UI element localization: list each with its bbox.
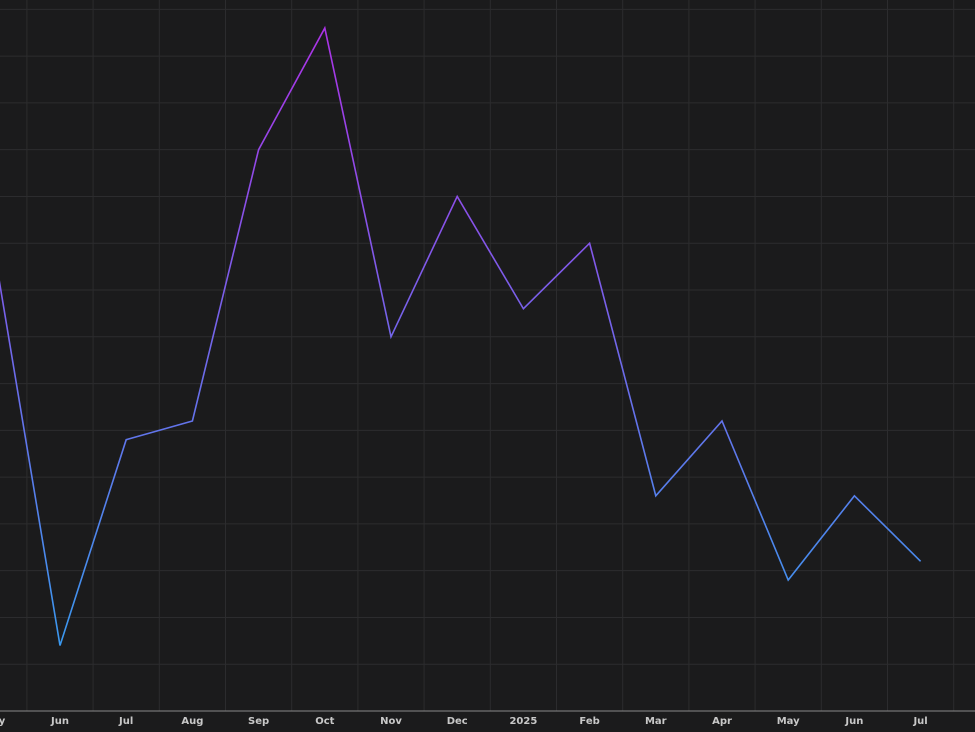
x-tick-label: Dec	[447, 716, 468, 727]
x-tick-label: Mar	[645, 716, 667, 727]
x-tick-label: 2025	[509, 716, 537, 727]
x-tick-label: May	[0, 716, 6, 727]
line	[0, 25, 922, 646]
x-tick-label: May	[777, 716, 800, 727]
x-tick-label: Jul	[118, 716, 133, 727]
x-tick-label: Jun	[50, 716, 69, 727]
x-tick-label: Apr	[712, 716, 732, 727]
x-tick-label: Sep	[248, 716, 269, 727]
x-tick-label: Jun	[844, 716, 863, 727]
x-tick-label: Oct	[315, 716, 334, 727]
x-tick-label: Jul	[912, 716, 927, 727]
x-tick-label: Feb	[579, 716, 599, 727]
x-tick-label: Nov	[380, 716, 402, 727]
x-tick-label: Aug	[181, 716, 203, 727]
